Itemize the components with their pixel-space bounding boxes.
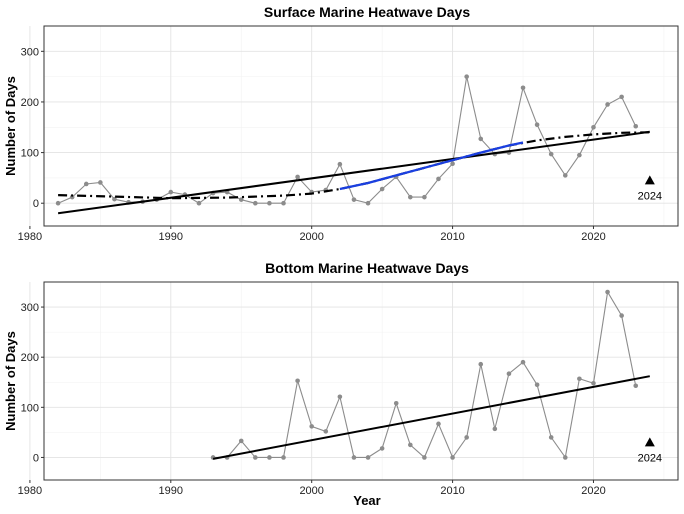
surface-data-point <box>337 161 343 167</box>
surface-data-point <box>196 200 202 206</box>
bottom-data-point <box>337 394 343 400</box>
surface-data-point <box>436 176 441 182</box>
surface-data-point <box>253 200 258 206</box>
surface-data-point <box>619 94 624 100</box>
bottom-data-point <box>408 442 413 448</box>
bottom-data-point <box>309 424 314 429</box>
surface-data-point <box>591 124 596 130</box>
bottom-data-point <box>492 426 498 432</box>
bottom-chart-title: Bottom Marine Heatwave Days <box>265 260 469 276</box>
bottom-data-point <box>253 455 258 460</box>
bottom-data-point <box>238 438 244 444</box>
bottom-y-tick-label: 300 <box>21 302 39 314</box>
surface-data-point <box>281 200 286 206</box>
bottom-linear-trend-line <box>212 375 650 460</box>
surface-y-tick-label: 300 <box>21 46 39 58</box>
surface-panel-border <box>43 25 679 227</box>
bottom-data-point <box>281 455 286 460</box>
bottom-x-tick-label: 1990 <box>159 485 183 497</box>
bottom-2024-label: 2024 <box>638 452 662 464</box>
bottom-data-point <box>267 455 272 460</box>
bottom-data-point <box>591 380 596 386</box>
surface-data-point <box>379 186 385 192</box>
surface-y-axis-label: Number of Days <box>3 76 18 176</box>
bottom-data-point <box>633 383 639 389</box>
bottom-y-axis-label: Number of Days <box>3 331 18 431</box>
surface-data-point <box>577 152 582 158</box>
bottom-data-point <box>506 371 512 377</box>
surface-data-point <box>464 74 469 79</box>
bottom-panel-border <box>43 281 679 481</box>
bottom-data-point <box>534 382 540 388</box>
surface-data-point <box>69 194 75 200</box>
bottom-data-point <box>351 455 357 460</box>
surface-data-point <box>351 197 357 202</box>
bottom-data-point <box>422 455 427 460</box>
bottom-data-point <box>548 435 554 440</box>
surface-data-point <box>534 122 540 128</box>
bottom-x-tick-label: 2020 <box>581 485 605 497</box>
surface-data-point <box>422 194 427 200</box>
surface-2024-label: 2024 <box>638 190 662 202</box>
surface-y-tick-label: 0 <box>33 198 39 210</box>
bottom-data-point <box>323 429 329 434</box>
bottom-x-tick-label: 1980 <box>18 485 42 497</box>
surface-2024-marker <box>644 175 655 185</box>
surface-data-point <box>605 102 610 107</box>
surface-data-point <box>562 173 568 178</box>
bottom-data-point <box>393 401 399 406</box>
surface-data-point <box>55 200 61 206</box>
bottom-data-point <box>295 378 300 384</box>
bottom-x-axis-label: Year <box>353 493 380 508</box>
surface-data-point <box>365 200 371 206</box>
surface-x-tick-label: 2020 <box>581 231 605 243</box>
surface-data-point <box>450 161 455 167</box>
surface-chart-title: Surface Marine Heatwave Days <box>264 4 470 20</box>
bottom-y-tick-label: 200 <box>21 352 39 364</box>
surface-x-tick-label: 2000 <box>299 231 323 243</box>
surface-data-point <box>267 200 272 206</box>
bottom-data-point <box>619 313 624 318</box>
surface-linear-trend-line <box>57 130 650 215</box>
surface-data-point <box>520 85 526 91</box>
bottom-2024-marker <box>644 437 655 447</box>
surface-data-point <box>112 196 117 202</box>
bottom-data-point <box>464 435 469 440</box>
surface-data-point <box>295 174 300 180</box>
surface-data-point <box>478 136 484 142</box>
surface-data-point <box>168 189 174 195</box>
surface-x-tick-label: 1980 <box>18 231 42 243</box>
surface-data-point <box>98 180 103 185</box>
surface-data-point <box>633 123 639 129</box>
surface-data-point <box>548 151 554 157</box>
surface-significant-trend-segment <box>339 141 524 191</box>
surface-smoothed-trend-line <box>58 131 650 200</box>
bottom-x-tick-label: 2000 <box>299 485 323 497</box>
bottom-y-tick-label: 100 <box>21 402 39 414</box>
bottom-data-point <box>577 376 582 382</box>
bottom-data-point <box>450 455 455 460</box>
surface-x-tick-label: 1990 <box>159 231 183 243</box>
surface-data-point <box>238 197 244 202</box>
bottom-data-point <box>436 421 441 427</box>
surface-x-tick-label: 2010 <box>440 231 464 243</box>
bottom-data-point <box>478 361 484 367</box>
bottom-data-point <box>562 455 568 460</box>
bottom-data-point <box>379 446 385 451</box>
bottom-data-point <box>365 455 371 460</box>
surface-y-tick-label: 200 <box>21 97 39 109</box>
surface-y-tick-label: 100 <box>21 148 39 160</box>
bottom-data-point <box>520 359 526 365</box>
bottom-y-tick-label: 0 <box>33 452 39 464</box>
surface-data-point <box>408 194 413 200</box>
bottom-x-tick-label: 2010 <box>440 485 464 497</box>
bottom-data-point <box>605 289 610 295</box>
surface-data-point <box>83 181 89 187</box>
